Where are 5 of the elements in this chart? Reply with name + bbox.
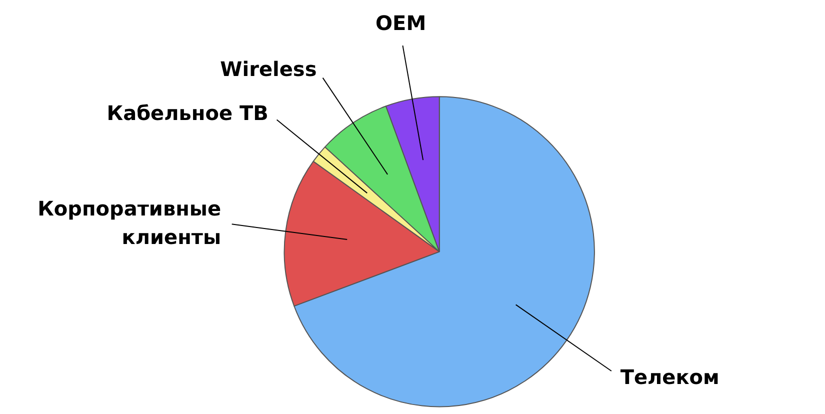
- slice-label: OEM: [376, 10, 426, 35]
- slice-label: Wireless: [220, 56, 317, 81]
- slice-label: Кабельное ТВ: [106, 100, 268, 125]
- slice-label: Телеком: [620, 365, 720, 390]
- slice-label: Корпоративные клиенты: [38, 196, 222, 250]
